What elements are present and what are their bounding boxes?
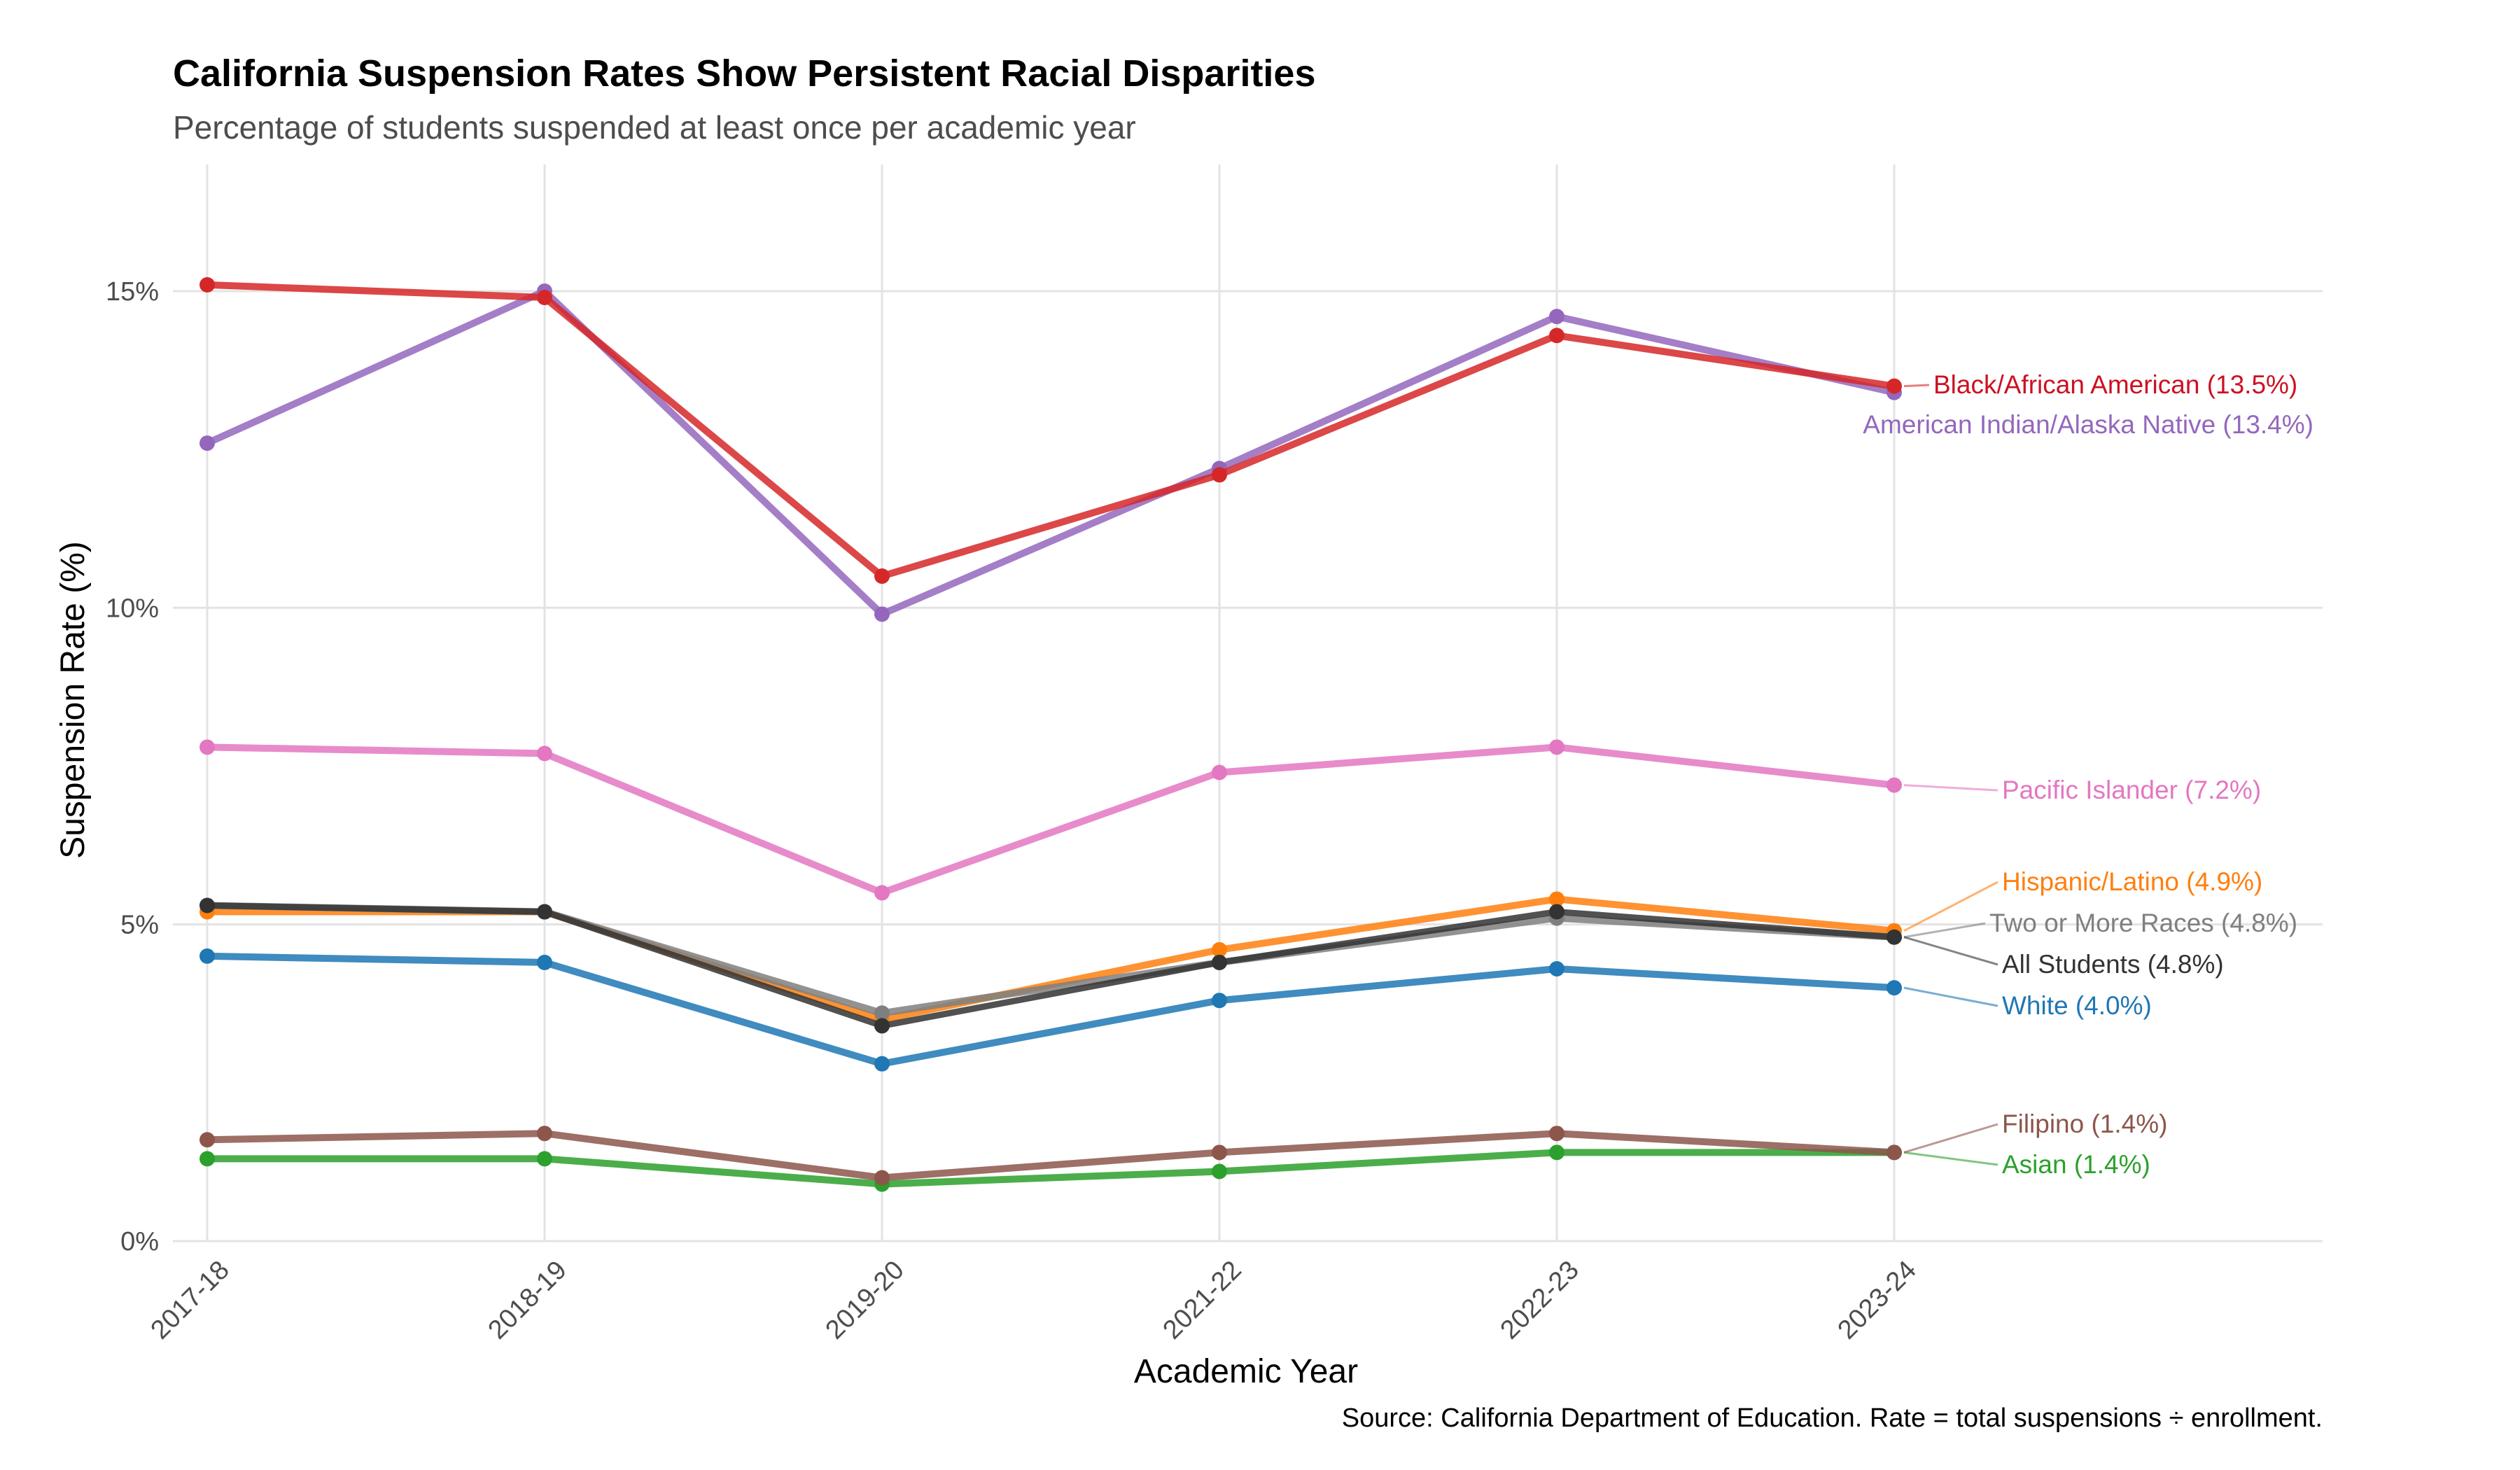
data-point-asian xyxy=(200,1151,215,1167)
data-point-asian xyxy=(1549,1144,1564,1161)
data-point-pacific xyxy=(1212,764,1227,780)
data-point-all xyxy=(1212,954,1227,970)
data-point-hispanic xyxy=(1212,941,1227,958)
y-axis-title: Suspension Rate (%) xyxy=(55,541,92,859)
data-point-filipino xyxy=(1886,1144,1902,1161)
data-point-pacific xyxy=(1886,777,1902,793)
y-axis-ticks: 0% 5% 10% 15% xyxy=(106,277,159,1256)
x-tick-label: 2017-18 xyxy=(146,1255,235,1345)
series-line-white xyxy=(204,952,1898,1068)
series-line-pacific xyxy=(204,743,1898,897)
data-point-black xyxy=(874,568,890,584)
chart-caption: Source: California Department of Educati… xyxy=(1342,1404,2323,1433)
leader-line-all xyxy=(1903,936,1998,966)
series-line-all xyxy=(204,902,1898,1029)
series-label-all: All Students (4.8%) xyxy=(2002,950,2224,979)
data-point-white xyxy=(874,1056,890,1072)
leader-line-black xyxy=(1903,384,1930,388)
leader-line-filipino xyxy=(1903,1123,1998,1154)
data-point-white xyxy=(1886,980,1902,996)
series-line-black xyxy=(204,281,1898,580)
series-label-white: White (4.0%) xyxy=(2002,991,2152,1020)
data-point-aian xyxy=(200,435,215,451)
data-point-aian xyxy=(874,606,890,622)
data-point-pacific xyxy=(200,739,215,755)
y-tick-label: 10% xyxy=(106,594,159,623)
x-tick-label: 2021-22 xyxy=(1158,1255,1247,1345)
y-tick-label: 5% xyxy=(120,911,159,940)
data-point-pacific xyxy=(874,885,890,901)
data-point-white xyxy=(200,948,215,964)
x-axis-ticks: 2017-18 2018-19 2019-20 2021-22 2022-23 2023-… xyxy=(146,1255,1922,1345)
leader-line-white xyxy=(1903,986,1998,1007)
data-point-white xyxy=(537,954,552,970)
data-point-hispanic xyxy=(1549,891,1564,907)
grid xyxy=(173,164,2323,1242)
data-point-aian xyxy=(1549,309,1564,325)
data-point-black xyxy=(200,276,215,293)
data-point-all xyxy=(200,897,215,913)
data-point-pacific xyxy=(1549,739,1564,755)
data-point-black xyxy=(1212,467,1227,483)
data-point-all xyxy=(874,1018,890,1034)
data-point-filipino xyxy=(200,1132,215,1148)
data-point-black xyxy=(537,289,552,305)
leader-line-asian xyxy=(1903,1151,1998,1166)
series-label-pacific: Pacific Islander (7.2%) xyxy=(2002,776,2261,804)
series-label-black: Black/African American (13.5%) xyxy=(1933,370,2297,399)
chart-title: California Suspension Rates Show Persist… xyxy=(173,52,1316,94)
leader-line-two_or_more xyxy=(1903,922,1986,939)
series-label-aian: American Indian/Alaska Native (13.4%) xyxy=(1863,410,2314,439)
data-point-filipino xyxy=(874,1170,890,1186)
y-tick-label: 15% xyxy=(106,277,159,307)
series-line-aian xyxy=(204,287,1898,618)
data-point-asian xyxy=(537,1151,552,1167)
series-labels: Asian (1.4%) Filipino (1.4%) White (4.0%) H… xyxy=(1863,370,2314,1179)
leader-line-pacific xyxy=(1903,784,1998,792)
data-point-black xyxy=(1549,328,1564,344)
series-line-filipino xyxy=(204,1130,1898,1182)
series-label-filipino: Filipino (1.4%) xyxy=(2002,1110,2167,1138)
data-point-asian xyxy=(1212,1163,1227,1180)
data-point-pacific xyxy=(537,746,552,762)
data-point-white xyxy=(1212,993,1227,1009)
data-point-all xyxy=(1886,929,1902,945)
series-label-two_or_more: Two or More Races (4.8%) xyxy=(1989,909,2297,937)
x-tick-label: 2023-24 xyxy=(1833,1255,1922,1345)
x-tick-label: 2018-19 xyxy=(483,1255,573,1345)
series-line-asian xyxy=(204,1149,1898,1188)
data-point-all xyxy=(1549,904,1564,920)
leader-line-hispanic xyxy=(1903,881,1998,932)
y-tick-label: 0% xyxy=(120,1227,159,1256)
data-point-black xyxy=(1886,378,1902,394)
data-point-all xyxy=(537,904,552,920)
x-tick-label: 2022-23 xyxy=(1495,1255,1585,1345)
x-tick-label: 2019-20 xyxy=(820,1255,910,1345)
data-point-filipino xyxy=(1549,1126,1564,1142)
series-lines xyxy=(200,276,1902,1192)
chart-subtitle: Percentage of students suspended at leas… xyxy=(173,109,1136,146)
series-label-asian: Asian (1.4%) xyxy=(2002,1150,2150,1179)
data-point-filipino xyxy=(1212,1144,1227,1161)
series-label-hispanic: Hispanic/Latino (4.9%) xyxy=(2002,867,2262,896)
x-axis-title: Academic Year xyxy=(1134,1353,1358,1390)
data-point-two_or_more xyxy=(874,1005,890,1021)
data-point-white xyxy=(1549,960,1564,976)
data-point-filipino xyxy=(537,1126,552,1142)
